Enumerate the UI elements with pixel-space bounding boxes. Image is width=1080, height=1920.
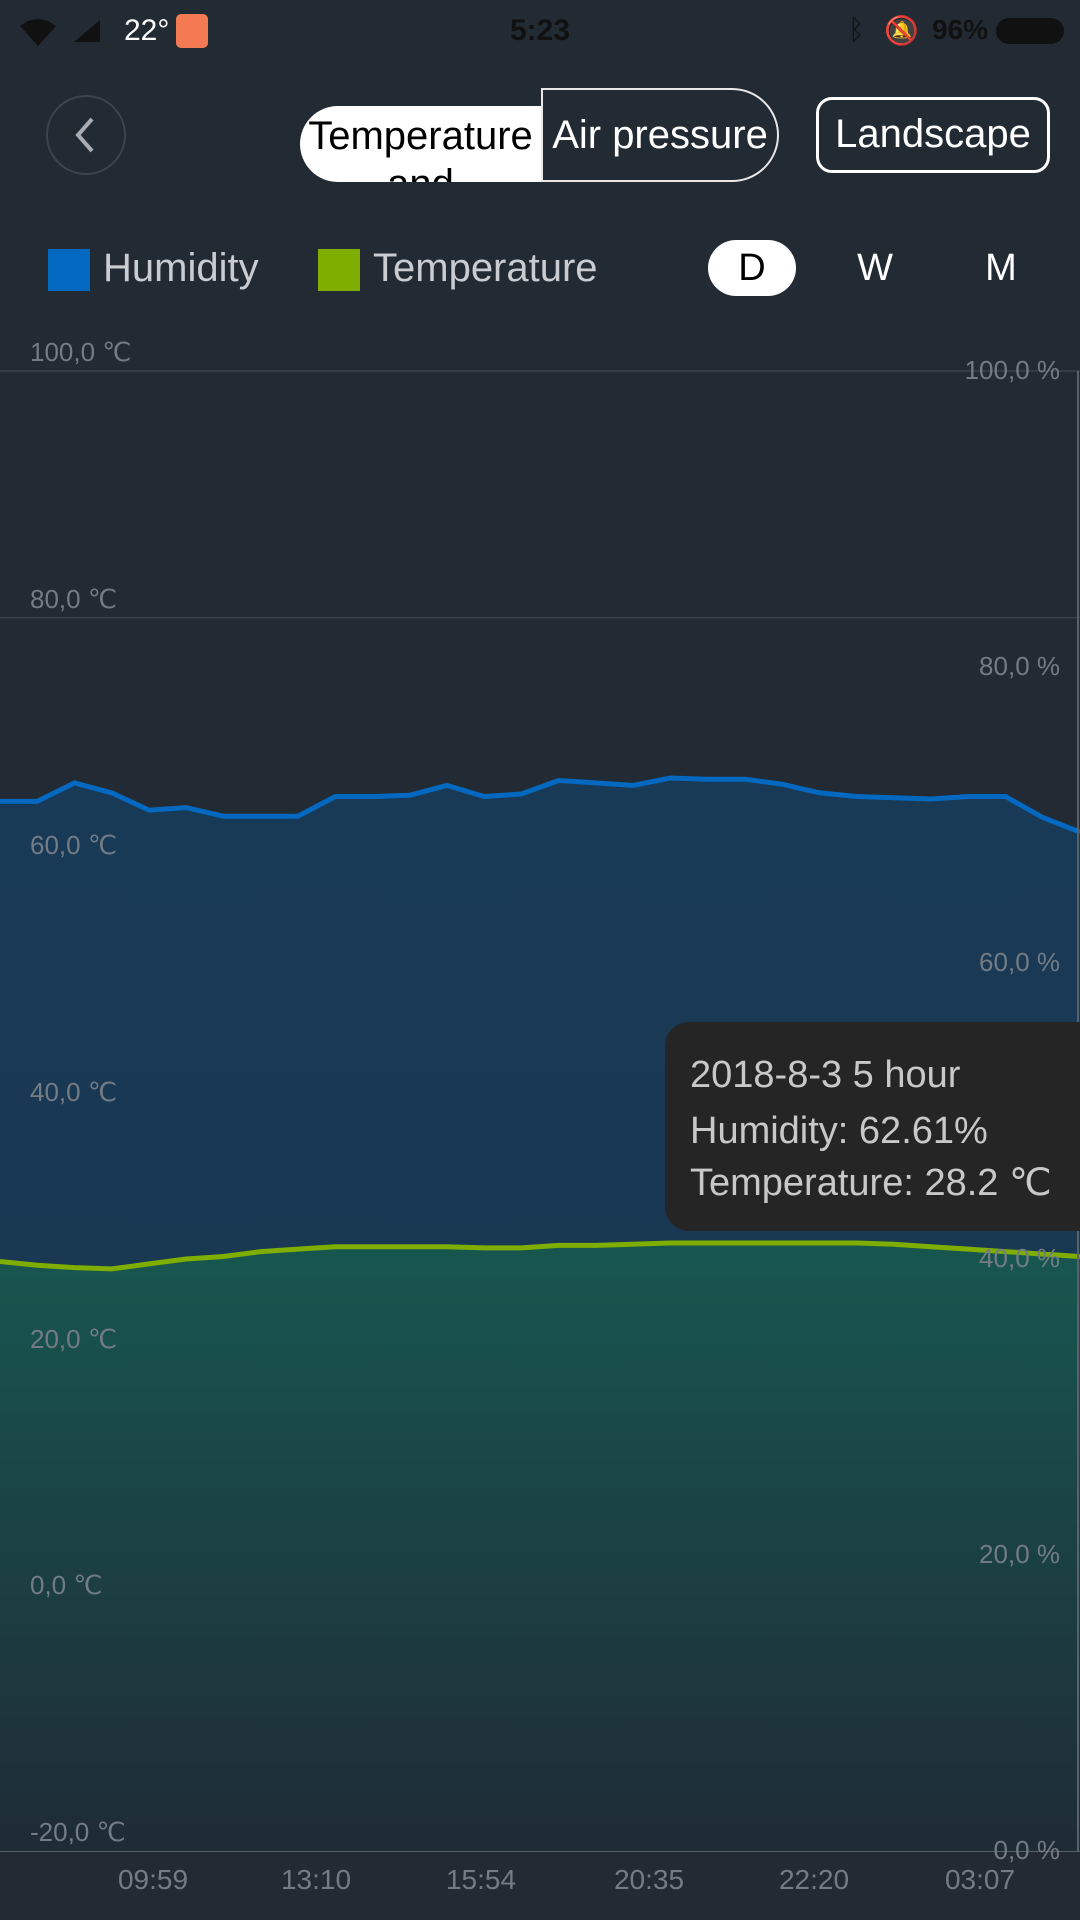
period-month-button[interactable]: M (985, 247, 1017, 289)
wifi-icon (20, 19, 56, 46)
x-axis-tick-label: 09:59 (117, 1864, 189, 1895)
chevron-left-icon (75, 117, 94, 153)
right-axis-tick-label: 100,0 % (964, 355, 1060, 385)
left-axis-tick-label: -20,0 ℃ (30, 1817, 126, 1847)
humidity-legend-label: Humidity (103, 246, 259, 290)
period-day-button[interactable]: D (708, 240, 796, 296)
back-button[interactable] (46, 95, 126, 175)
x-axis-tick-label: 13:10 (280, 1864, 352, 1895)
tooltip-temperature: Temperature: 28.2 ℃ (690, 1162, 1052, 1204)
right-axis-tick-label: 0,0 % (993, 1835, 1061, 1865)
clock: 5:23 (510, 14, 571, 47)
right-axis-tick-label: 20,0 % (979, 1539, 1060, 1569)
temperature-legend-swatch (318, 249, 360, 291)
tab-temperature-and[interactable]: Temperature and (300, 106, 541, 182)
tooltip: 2018-8-3 5 hour Humidity: 62.61% Tempera… (665, 1022, 1080, 1231)
battery-percent: 96% (932, 14, 989, 45)
left-axis-tick-label: 40,0 ℃ (30, 1077, 118, 1107)
period-week-button[interactable]: W (857, 247, 893, 289)
battery-icon (996, 18, 1064, 44)
right-axis-tick-label: 40,0 % (979, 1243, 1060, 1273)
status-bar: 22° 5:23 ᛒ 🔕 96% (0, 0, 1080, 64)
temperature-line (0, 1240, 1080, 1272)
mi-app-icon (176, 14, 208, 48)
humidity-line (0, 775, 1080, 835)
signal-icon (74, 20, 100, 42)
tab-air-pressure[interactable]: Air pressure (541, 88, 779, 182)
x-axis-tick-label: 03:07 (944, 1864, 1016, 1895)
tooltip-title: 2018-8-3 5 hour (690, 1054, 961, 1096)
left-axis-tick-label: 20,0 ℃ (30, 1323, 118, 1354)
left-axis-tick-label: 100,0 ℃ (30, 337, 132, 367)
mute-bell-icon: 🔕 (884, 15, 919, 46)
right-axis-tick-label: 80,0 % (979, 651, 1060, 681)
left-axis-tick-label: 80,0 ℃ (30, 583, 118, 614)
humidity-legend-swatch (48, 249, 90, 291)
right-axis-tick-label: 60,0 % (979, 947, 1060, 977)
x-axis-tick-label: 22:20 (778, 1864, 850, 1895)
landscape-button[interactable]: Landscape (816, 97, 1050, 173)
weather-temp: 22° (124, 14, 170, 47)
x-axis-tick-label: 15:54 (445, 1864, 517, 1895)
bluetooth-icon: ᛒ (848, 14, 865, 45)
x-axis-tick-label: 20:35 (613, 1864, 685, 1895)
tooltip-humidity: Humidity: 62.61% (690, 1110, 988, 1152)
left-axis-tick-label: 60,0 ℃ (30, 830, 118, 861)
left-axis-tick-label: 0,0 ℃ (30, 1570, 103, 1601)
temperature-area (0, 1243, 1080, 1851)
temperature-legend-label: Temperature (373, 246, 598, 290)
